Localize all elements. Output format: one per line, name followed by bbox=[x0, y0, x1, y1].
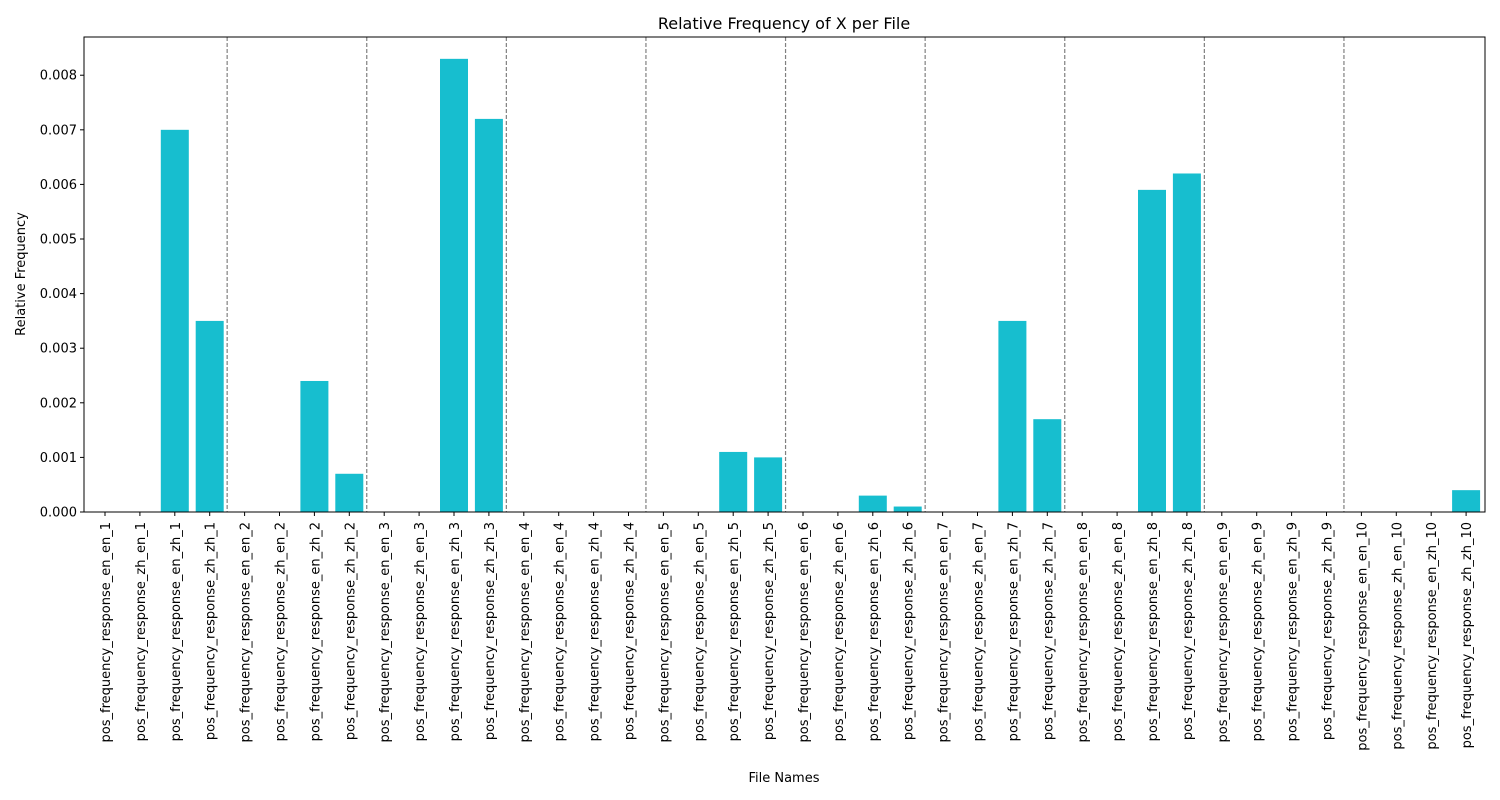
x-tick-label: pos_frequency_response_en_zh_7 bbox=[1006, 522, 1021, 741]
y-axis-label: Relative Frequency bbox=[14, 212, 29, 336]
bar bbox=[858, 495, 887, 512]
y-tick-label: 0.008 bbox=[40, 69, 77, 84]
bar bbox=[1033, 419, 1062, 512]
bar bbox=[754, 457, 783, 512]
bar bbox=[300, 380, 329, 512]
x-tick-label: pos_frequency_response_zh_en_6 bbox=[832, 522, 847, 741]
bars bbox=[160, 58, 1481, 513]
x-tick-label: pos_frequency_response_zh_en_7 bbox=[972, 522, 987, 741]
x-tick-label: pos_frequency_response_zh_zh_6 bbox=[902, 522, 917, 740]
y-tick-label: 0.002 bbox=[40, 396, 77, 411]
x-tick-label: pos_frequency_response_zh_en_1 bbox=[134, 522, 149, 741]
x-tick-label: pos_frequency_response_en_en_10 bbox=[1355, 522, 1370, 751]
x-tick-label: pos_frequency_response_zh_en_3 bbox=[413, 522, 428, 741]
bar bbox=[998, 320, 1027, 512]
x-tick-label: pos_frequency_response_zh_zh_1 bbox=[204, 522, 219, 740]
x-tick-label: pos_frequency_response_zh_zh_5 bbox=[762, 522, 777, 740]
plot-frame bbox=[83, 36, 1486, 513]
y-tick-label: 0.000 bbox=[40, 506, 77, 521]
bar bbox=[195, 320, 224, 512]
x-tick-label: pos_frequency_response_zh_en_4 bbox=[553, 522, 568, 741]
x-tick-label: pos_frequency_response_en_en_7 bbox=[937, 522, 952, 742]
y-axis: 0.000 0.001 0.002 0.003 0.004 0.005 0.006 0.007… bbox=[40, 69, 84, 521]
x-tick-label: pos_frequency_response_zh_zh_10 bbox=[1460, 522, 1475, 748]
x-tick-label: pos_frequency_response_zh_zh_4 bbox=[623, 522, 638, 740]
x-tick-label: pos_frequency_response_en_zh_5 bbox=[727, 522, 742, 741]
bar bbox=[893, 506, 922, 512]
x-tick-label: pos_frequency_response_en_zh_1 bbox=[169, 522, 184, 741]
y-tick-label: 0.003 bbox=[40, 342, 77, 357]
x-tick-label: pos_frequency_response_en_en_8 bbox=[1076, 522, 1091, 742]
x-tick-label: pos_frequency_response_en_zh_9 bbox=[1286, 522, 1301, 741]
bar bbox=[1172, 173, 1201, 513]
x-tick-label: pos_frequency_response_en_en_9 bbox=[1216, 522, 1231, 742]
x-tick-label: pos_frequency_response_en_en_3 bbox=[378, 522, 393, 742]
y-tick-label: 0.004 bbox=[40, 287, 77, 302]
bar bbox=[474, 118, 503, 513]
y-tick-label: 0.001 bbox=[40, 451, 77, 466]
x-tick-label: pos_frequency_response_en_en_5 bbox=[657, 522, 672, 742]
x-tick-label: pos_frequency_response_en_zh_3 bbox=[448, 522, 463, 741]
bar bbox=[1452, 490, 1481, 512]
x-tick-label: pos_frequency_response_en_zh_2 bbox=[308, 522, 323, 741]
x-tick-label: pos_frequency_response_zh_en_2 bbox=[274, 522, 289, 741]
x-tick-label: pos_frequency_response_zh_zh_2 bbox=[343, 522, 358, 740]
x-tick-label: pos_frequency_response_en_zh_10 bbox=[1425, 522, 1440, 750]
group-separators bbox=[226, 37, 1345, 512]
x-tick-label: pos_frequency_response_en_zh_4 bbox=[588, 522, 603, 741]
x-tick-label: pos_frequency_response_en_en_4 bbox=[518, 522, 533, 742]
bar bbox=[440, 58, 468, 513]
y-tick-label: 0.006 bbox=[40, 178, 77, 193]
bar bbox=[1138, 189, 1166, 512]
bar bbox=[335, 473, 364, 512]
x-tick-label: pos_frequency_response_zh_zh_9 bbox=[1321, 522, 1336, 740]
x-tick-label: pos_frequency_response_zh_zh_8 bbox=[1181, 522, 1196, 740]
x-tick-label: pos_frequency_response_en_zh_8 bbox=[1146, 522, 1161, 741]
x-tick-label: pos_frequency_response_zh_zh_7 bbox=[1041, 522, 1056, 740]
x-tick-label: pos_frequency_response_en_en_6 bbox=[797, 522, 812, 742]
x-axis: pos_frequency_response_en_en_1 pos_freque… bbox=[99, 512, 1475, 751]
bar bbox=[719, 451, 748, 512]
x-tick-label: pos_frequency_response_zh_en_8 bbox=[1111, 522, 1126, 741]
x-tick-label: pos_frequency_response_zh_zh_3 bbox=[483, 522, 498, 740]
x-axis-label: File Names bbox=[748, 771, 819, 786]
y-tick-label: 0.007 bbox=[40, 123, 77, 138]
x-tick-label: pos_frequency_response_zh_en_10 bbox=[1390, 522, 1405, 750]
x-tick-label: pos_frequency_response_en_en_2 bbox=[239, 522, 254, 742]
y-tick-label: 0.005 bbox=[40, 233, 77, 248]
bar bbox=[160, 129, 189, 512]
x-tick-label: pos_frequency_response_en_en_1 bbox=[99, 522, 114, 742]
x-tick-label: pos_frequency_response_zh_en_9 bbox=[1251, 522, 1266, 741]
x-tick-label: pos_frequency_response_en_zh_6 bbox=[867, 522, 882, 741]
x-tick-label: pos_frequency_response_zh_en_5 bbox=[692, 522, 707, 741]
chart-title: Relative Frequency of X per File bbox=[658, 14, 910, 33]
